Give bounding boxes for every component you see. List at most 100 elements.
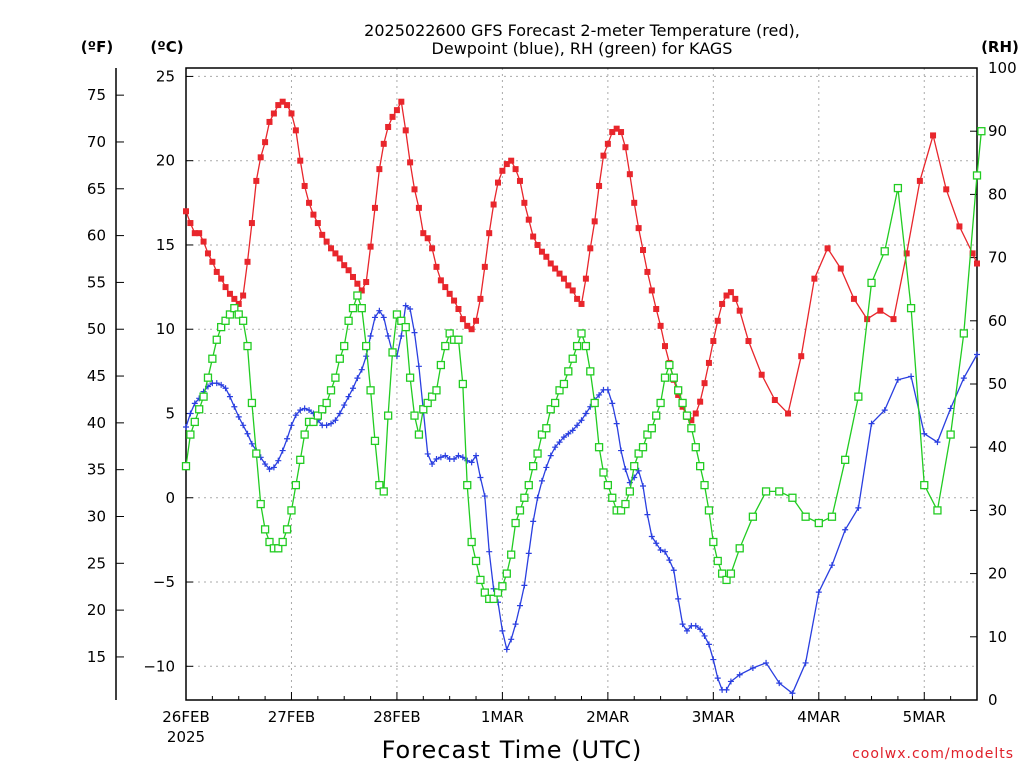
dewpoint-point [284, 435, 291, 442]
dewpoint-point [934, 439, 941, 446]
temperature-point [437, 277, 444, 284]
temperature-point [226, 290, 233, 297]
temperature-point [516, 177, 523, 184]
temperature-point [371, 204, 378, 211]
fahrenheit-tick-label: 55 [87, 273, 106, 291]
dewpoint-point [644, 511, 651, 518]
rh-point [788, 493, 797, 502]
celsius-tick-label: −10 [143, 657, 175, 675]
rh-point [441, 341, 450, 351]
dewpoint-point [635, 467, 642, 474]
dewpoint-point [622, 466, 629, 473]
dewpoint-point [921, 430, 928, 437]
rh-point [230, 304, 239, 313]
rh-point [414, 430, 424, 439]
temperature-point [556, 270, 563, 277]
temperature-point [903, 250, 910, 257]
temperature-point [332, 250, 339, 257]
time-tick-label: 3MAR [692, 708, 735, 726]
chart-title-line-1: 2025022600 GFS Forecast 2-meter Temperat… [364, 21, 800, 40]
rh-point [331, 373, 340, 382]
rh-point [318, 405, 327, 414]
temperature-point [503, 161, 510, 168]
dewpoint-point [609, 400, 616, 407]
rh-tick-label: 20 [988, 565, 1007, 583]
temperature-point [468, 326, 475, 333]
rh-point [520, 493, 529, 502]
rh-point [282, 525, 292, 534]
temperature-point [736, 307, 743, 314]
fahrenheit-tick-label: 70 [87, 133, 106, 151]
celsius-tick-label: 20 [156, 152, 175, 170]
dewpoint-point [376, 307, 383, 314]
rh-point [634, 449, 643, 458]
temperature-point [455, 306, 462, 313]
rh-point [296, 455, 305, 464]
rh-point [660, 373, 670, 382]
temperature-point [644, 268, 651, 275]
rh-point [507, 550, 516, 559]
fahrenheit-tick-label: 30 [87, 507, 106, 525]
dewpoint-point [279, 447, 286, 454]
rh-point [854, 392, 863, 401]
dewpoint-point [578, 417, 585, 424]
dewpoint-point [191, 400, 198, 407]
dewpoint-point [556, 439, 563, 446]
temperature-point [191, 230, 198, 237]
dewpoint-point [411, 329, 418, 336]
temperature-point [451, 297, 458, 304]
dewpoint-point [380, 314, 387, 321]
rh-point [366, 386, 375, 395]
dewpoint-point [363, 353, 370, 360]
dewpoint-point [596, 391, 603, 398]
dewpoint-point [714, 675, 721, 682]
dewpoint-point [547, 452, 554, 459]
fahrenheit-tick-label: 75 [87, 86, 106, 104]
rh-point [291, 480, 301, 490]
dewpoint-point [385, 332, 392, 339]
rh-point [467, 537, 476, 547]
dewpoint-point [692, 622, 699, 629]
dewpoint-point [670, 567, 677, 574]
dewpoint-point [464, 457, 471, 464]
rh-point [388, 348, 397, 357]
rh-point [709, 537, 718, 547]
temperature-point [534, 241, 541, 248]
temperature-point [552, 265, 559, 272]
temperature-point [890, 316, 897, 323]
rh-point [827, 512, 837, 521]
dewpoint-point [618, 447, 625, 454]
dewpoint-point [292, 412, 299, 419]
dewpoint-point [613, 420, 620, 427]
dewpoint-point [512, 621, 519, 628]
rh-point [946, 430, 955, 439]
rh-point [652, 411, 661, 420]
rh-point [577, 329, 586, 338]
temperature-point [402, 127, 409, 134]
temperature-point [837, 265, 844, 272]
rh-point [186, 430, 195, 439]
temperature-point [569, 287, 576, 294]
dewpoint-point [727, 678, 734, 685]
temperature-point [732, 295, 739, 302]
temperature-point [196, 230, 203, 237]
dewpoint-point [270, 464, 277, 471]
dewpoint-point [543, 464, 550, 471]
dewpoint-point [653, 540, 660, 547]
dewpoint-point [666, 557, 673, 564]
temperature-point [653, 306, 660, 313]
temperature-point [393, 107, 400, 114]
dewpoint-point [371, 314, 378, 321]
rh-point [300, 430, 309, 439]
series-line-rh [185, 131, 983, 600]
rh-point [480, 588, 489, 597]
temperature-point [574, 295, 581, 302]
rh-point [181, 462, 191, 471]
rh-point [616, 506, 626, 515]
rh-point [335, 354, 344, 363]
temperature-point [877, 307, 884, 314]
rh-point [933, 506, 942, 515]
dewpoint-point [723, 686, 730, 693]
temperature-point [701, 380, 708, 387]
dewpoint-point [415, 363, 422, 370]
